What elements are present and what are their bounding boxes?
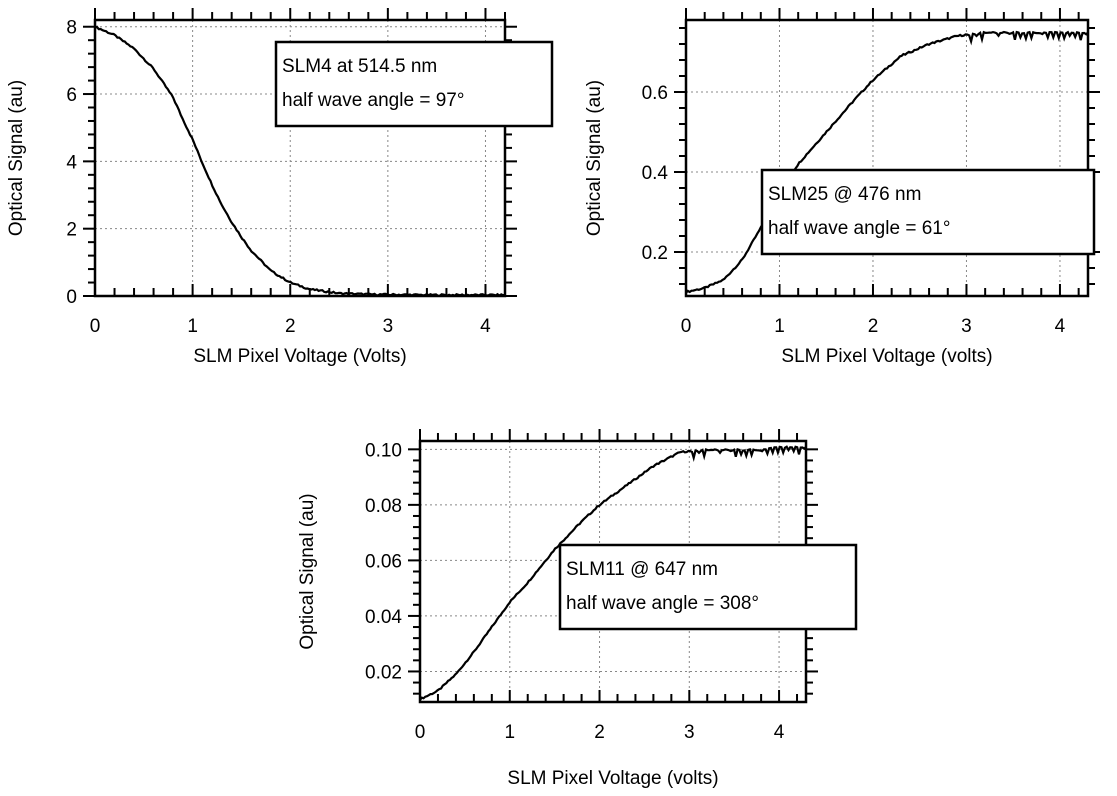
y-tick-label: 0.06 — [365, 551, 402, 572]
y-tick-label: 4 — [66, 152, 77, 173]
y-tick-label: 0.2 — [642, 243, 668, 264]
x-tick-label: 0 — [681, 316, 692, 337]
x-tick-label: 2 — [868, 316, 879, 337]
x-tick-label: 0 — [90, 316, 101, 337]
x-axis-label: SLM Pixel Voltage (volts) — [781, 346, 992, 367]
x-tick-label: 3 — [961, 316, 972, 337]
y-tick-label: 0.10 — [365, 440, 402, 461]
y-tick-label: 0.4 — [642, 163, 669, 184]
annotation-line: half wave angle = 97° — [282, 90, 464, 111]
x-tick-label: 3 — [684, 722, 695, 743]
y-tick-label: 8 — [66, 18, 77, 39]
x-tick-label: 2 — [285, 316, 296, 337]
annotation-box — [558, 543, 858, 631]
y-tick-label: 0 — [66, 287, 77, 308]
x-tick-label: 4 — [480, 316, 491, 337]
y-axis-label: Optical Signal (au) — [297, 493, 318, 649]
chart-slm11: 0 1 2 3 4 0.02 0.04 0.06 0.08 0.10 SLM Pixel Volta… — [297, 429, 858, 789]
x-tick-label: 1 — [774, 316, 785, 337]
annotation-box — [760, 168, 1096, 256]
series-line — [419, 445, 807, 701]
chart-slm4: 0 1 2 3 4 0 2 4 6 8 SLM Pixel Voltage (Volts) Optic… — [6, 8, 554, 367]
plot-frame — [93, 18, 507, 298]
annotation-line: SLM4 at 514.5 nm — [282, 56, 437, 77]
x-tick-label: 1 — [504, 722, 515, 743]
x-tick-label: 4 — [1055, 316, 1066, 337]
y-tick-label: 0.04 — [365, 607, 402, 628]
series-line — [685, 30, 1089, 294]
annotation-line: half wave angle = 61° — [768, 218, 950, 239]
annotation-line: half wave angle = 308° — [566, 593, 759, 614]
y-axis-label: Optical Signal (au) — [6, 80, 27, 236]
y-tick-label: 0.6 — [642, 83, 668, 104]
y-tick-label: 6 — [66, 85, 77, 106]
x-tick-label: 3 — [383, 316, 394, 337]
y-axis-label: Optical Signal (au) — [584, 80, 605, 236]
x-axis-label: SLM Pixel Voltage (Volts) — [193, 346, 406, 367]
y-tick-label: 2 — [66, 220, 77, 241]
x-tick-label: 2 — [594, 722, 605, 743]
x-tick-label: 1 — [187, 316, 198, 337]
x-tick-label: 0 — [415, 722, 426, 743]
x-tick-label: 4 — [774, 722, 785, 743]
chart-slm25: 0 1 2 3 4 0.2 0.4 0.6 SLM Pixel Voltage (volts) O… — [584, 8, 1100, 367]
series-line — [94, 25, 506, 297]
x-axis-label: SLM Pixel Voltage (volts) — [507, 768, 718, 789]
annotation-line: SLM11 @ 647 nm — [566, 559, 718, 580]
annotation-box — [274, 40, 554, 128]
y-tick-label: 0.02 — [365, 662, 402, 683]
plot-frame — [684, 18, 1090, 298]
y-tick-label: 0.08 — [365, 496, 402, 517]
annotation-line: SLM25 @ 476 nm — [768, 184, 921, 205]
